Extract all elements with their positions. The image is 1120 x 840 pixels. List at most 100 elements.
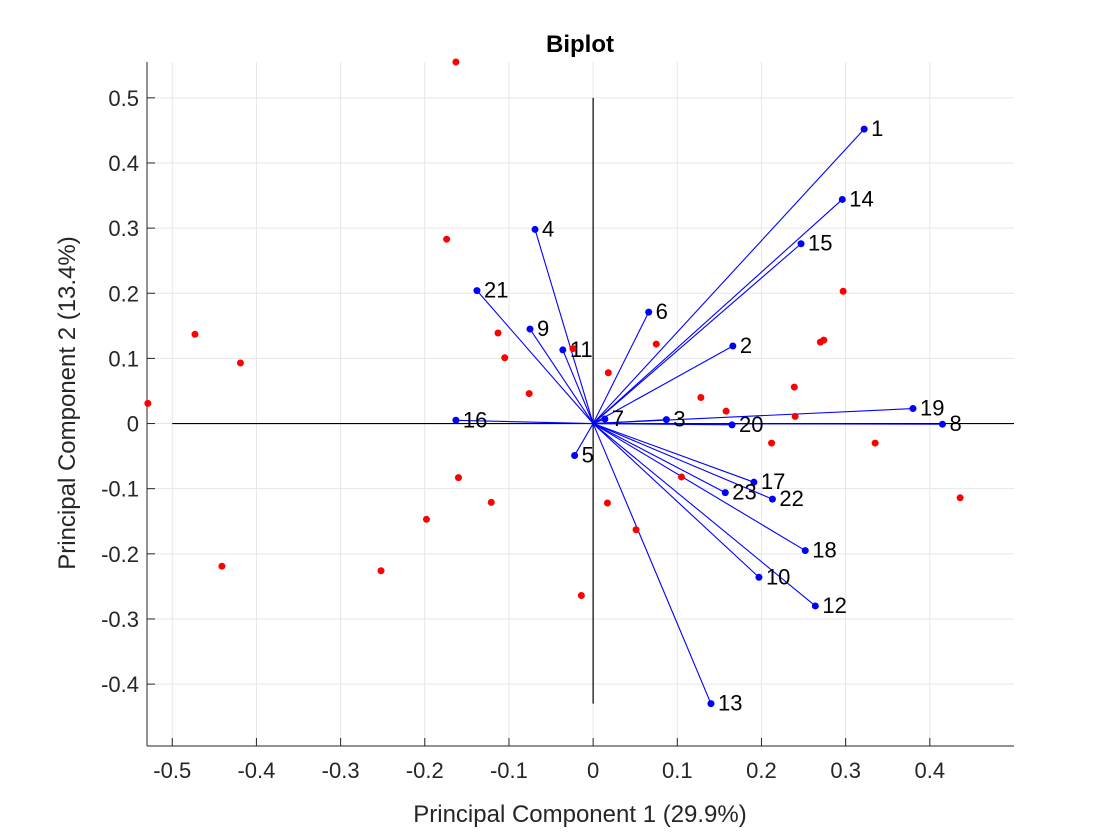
loading-label-23: 23 bbox=[732, 480, 756, 505]
y-tick-label-9: 0.5 bbox=[108, 86, 139, 111]
y-tick-label-0: -0.4 bbox=[101, 672, 139, 697]
y-axis-label: Principal Component 2 (13.4%) bbox=[54, 236, 81, 570]
loading-point-17 bbox=[750, 478, 758, 486]
loading-label-7: 7 bbox=[612, 406, 624, 431]
loading-label-5: 5 bbox=[582, 442, 594, 467]
loading-label-19: 19 bbox=[920, 396, 944, 421]
x-tick-label-8: 0.3 bbox=[830, 758, 861, 783]
loading-point-19 bbox=[909, 405, 917, 413]
y-tick-label-7: 0.3 bbox=[108, 216, 139, 241]
score-point-29 bbox=[632, 526, 640, 534]
score-point-5 bbox=[144, 399, 152, 407]
loading-label-22: 22 bbox=[779, 486, 803, 511]
score-point-13 bbox=[525, 390, 533, 398]
x-tick-label-6: 0.1 bbox=[662, 758, 693, 783]
score-point-17 bbox=[697, 393, 705, 401]
score-point-2 bbox=[443, 235, 451, 243]
loading-vector-22 bbox=[592, 423, 773, 500]
score-point-26 bbox=[956, 494, 964, 502]
loading-point-1 bbox=[860, 125, 868, 133]
loading-vector-10 bbox=[592, 423, 760, 578]
loading-vector-5 bbox=[574, 423, 594, 456]
loading-point-11 bbox=[559, 346, 567, 354]
score-point-15 bbox=[604, 369, 612, 377]
loading-label-1: 1 bbox=[871, 116, 883, 141]
score-point-1 bbox=[452, 58, 460, 66]
loading-label-3: 3 bbox=[673, 407, 685, 432]
y-tick-label-5: 0.1 bbox=[108, 346, 139, 371]
y-tick-label-1: -0.3 bbox=[101, 607, 139, 632]
loading-vector-19 bbox=[593, 408, 914, 425]
x-tick-label-3: -0.2 bbox=[406, 758, 444, 783]
y-tick-label-6: 0.2 bbox=[108, 281, 139, 306]
loading-vector-18 bbox=[592, 423, 806, 552]
score-point-10 bbox=[487, 498, 495, 506]
score-point-11 bbox=[494, 329, 502, 337]
loading-vector-1 bbox=[592, 128, 865, 424]
loading-label-6: 6 bbox=[656, 299, 668, 324]
loading-label-20: 20 bbox=[739, 412, 763, 437]
x-tick-label-4: -0.1 bbox=[490, 758, 528, 783]
loading-vector-2 bbox=[592, 345, 734, 425]
loading-point-8 bbox=[938, 420, 946, 428]
loading-label-9: 9 bbox=[537, 316, 549, 341]
x-tick-label-9: 0.4 bbox=[915, 758, 946, 783]
loading-point-12 bbox=[811, 602, 819, 610]
loading-point-3 bbox=[662, 416, 670, 424]
loading-vector-15 bbox=[592, 243, 802, 424]
score-point-16 bbox=[652, 340, 660, 348]
loading-point-18 bbox=[801, 547, 809, 555]
loading-point-21 bbox=[473, 287, 481, 295]
x-axis-label: Principal Component 1 (29.9%) bbox=[413, 801, 747, 828]
loading-vector-12 bbox=[592, 423, 816, 607]
x-tick-label-1: -0.4 bbox=[237, 758, 275, 783]
loading-label-13: 13 bbox=[718, 691, 742, 716]
score-point-27 bbox=[678, 473, 686, 481]
loading-label-15: 15 bbox=[808, 231, 832, 256]
x-tick-label-0: -0.5 bbox=[153, 758, 191, 783]
loading-point-9 bbox=[526, 325, 534, 333]
score-point-24 bbox=[839, 287, 847, 295]
loading-label-8: 8 bbox=[949, 411, 961, 436]
loading-point-22 bbox=[768, 495, 776, 503]
score-point-25 bbox=[871, 439, 879, 447]
score-point-6 bbox=[218, 562, 226, 570]
score-points bbox=[144, 58, 964, 600]
loading-vector-11 bbox=[562, 349, 594, 424]
chart-title: Biplot bbox=[546, 31, 614, 58]
loading-label-11: 11 bbox=[570, 337, 593, 362]
score-point-7 bbox=[377, 567, 385, 575]
x-tick-label-7: 0.2 bbox=[746, 758, 777, 783]
loading-vector-13 bbox=[592, 423, 712, 704]
score-point-20 bbox=[791, 412, 799, 420]
y-tick-label-3: -0.1 bbox=[101, 477, 139, 502]
loading-vector-16 bbox=[455, 419, 594, 425]
loading-vector-9 bbox=[529, 328, 594, 424]
loading-point-20 bbox=[728, 421, 736, 429]
loading-point-14 bbox=[838, 195, 846, 203]
loading-label-10: 10 bbox=[766, 564, 790, 589]
loading-label-4: 4 bbox=[542, 216, 554, 241]
loading-point-16 bbox=[452, 416, 460, 424]
score-point-8 bbox=[422, 515, 430, 523]
loading-point-13 bbox=[707, 700, 715, 708]
y-tick-label-2: -0.2 bbox=[101, 542, 139, 567]
loading-label-16: 16 bbox=[463, 407, 487, 432]
loading-label-17: 17 bbox=[761, 469, 785, 494]
score-point-9 bbox=[454, 474, 462, 482]
loading-label-14: 14 bbox=[849, 186, 873, 211]
loading-vector-4 bbox=[534, 229, 594, 424]
loading-vector-21 bbox=[476, 290, 594, 424]
loading-vector-23 bbox=[592, 423, 726, 494]
loading-vector-6 bbox=[592, 311, 650, 424]
loading-point-15 bbox=[797, 240, 805, 248]
score-point-12 bbox=[501, 354, 509, 362]
loading-vector-14 bbox=[592, 199, 843, 424]
loading-point-2 bbox=[729, 342, 737, 350]
score-point-4 bbox=[236, 359, 244, 367]
y-tick-label-4: 0 bbox=[127, 412, 139, 437]
y-tick-label-8: 0.4 bbox=[108, 151, 139, 176]
loading-vector-17 bbox=[592, 423, 755, 483]
